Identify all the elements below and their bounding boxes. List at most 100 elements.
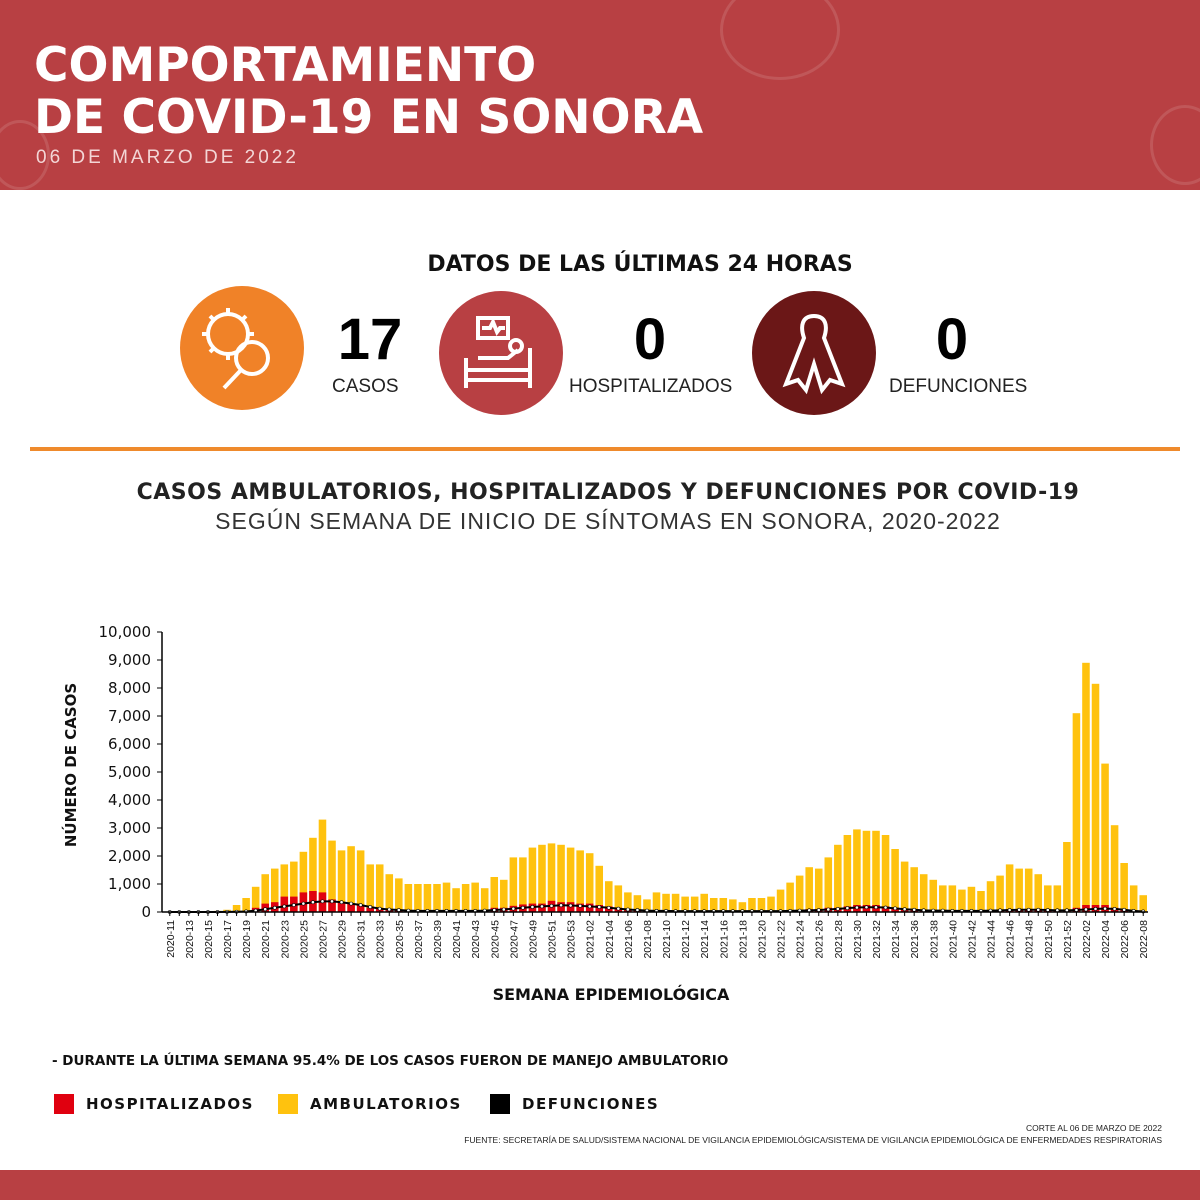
bar-ambulatorios	[900, 861, 909, 912]
y-tick-label: 7,000	[108, 707, 151, 725]
point-defunciones	[1017, 907, 1022, 912]
y-tick-label: 8,000	[108, 679, 151, 697]
x-tick-label: 2021-26	[814, 920, 826, 959]
bar-ambulatorios	[1015, 868, 1023, 912]
point-defunciones	[625, 907, 630, 912]
bar-ambulatorios	[939, 885, 947, 912]
x-tick-label: 2021-42	[966, 920, 978, 959]
divider	[30, 447, 1180, 451]
bar-ambulatorios	[375, 864, 384, 912]
bar-ambulatorios	[290, 861, 298, 912]
point-defunciones	[301, 901, 306, 906]
bar-ambulatorios	[232, 905, 241, 912]
x-tick-label: 2022-08	[1138, 920, 1150, 959]
bar-ambulatorios	[814, 868, 823, 912]
bar-ambulatorios	[919, 874, 928, 912]
bar-ambulatorios	[452, 888, 460, 912]
virus-decoration-icon	[0, 120, 50, 190]
bar-ambulatorios	[690, 896, 699, 912]
bar-ambulatorios	[767, 896, 775, 912]
bar-ambulatorios	[824, 857, 833, 912]
point-defunciones	[540, 904, 544, 909]
bar-ambulatorios	[795, 875, 804, 912]
legend-swatch	[54, 1094, 74, 1114]
bar-ambulatorios	[652, 892, 661, 912]
y-tick-label: 10,000	[99, 623, 152, 641]
x-tick-label: 2020-49	[527, 920, 539, 959]
point-defunciones	[291, 903, 296, 907]
x-tick-label: 2020-37	[413, 920, 425, 959]
bar-ambulatorios	[748, 898, 756, 912]
point-defunciones	[311, 900, 315, 905]
x-tick-label: 2020-33	[375, 920, 387, 959]
point-defunciones	[272, 905, 277, 910]
bar-ambulatorios	[557, 844, 565, 912]
point-defunciones	[578, 903, 583, 908]
virus-decoration-icon	[1150, 105, 1200, 185]
bar-ambulatorios	[299, 851, 308, 912]
x-tick-label: 2020-53	[566, 920, 578, 959]
x-tick-label: 2021-22	[776, 920, 788, 959]
x-tick-label: 2020-31	[356, 920, 368, 959]
bar-hospitalizados	[347, 903, 355, 912]
bar-ambulatorios	[595, 865, 604, 912]
bar-ambulatorios	[1110, 825, 1119, 912]
point-defunciones	[339, 900, 344, 905]
hospitalized-label: HOSPITALIZADOS	[569, 376, 733, 397]
bar-ambulatorios	[509, 857, 518, 912]
bar-ambulatorios	[700, 893, 708, 912]
x-tick-label: 2020-51	[547, 920, 559, 959]
bar-ambulatorios	[958, 889, 966, 912]
bar-ambulatorios	[500, 879, 508, 912]
bar-ambulatorios	[337, 850, 346, 912]
y-tick-label: 2,000	[108, 847, 151, 865]
x-tick-label: 2020-17	[222, 920, 234, 959]
x-tick-label: 2021-14	[699, 920, 711, 959]
point-defunciones	[1112, 907, 1117, 911]
point-defunciones	[559, 903, 563, 908]
legend-label: DEFUNCIONES	[522, 1095, 660, 1113]
y-tick-label: 5,000	[108, 763, 151, 781]
point-defunciones	[368, 905, 373, 909]
point-defunciones	[549, 903, 554, 908]
legend-defunciones: DEFUNCIONES	[490, 1094, 659, 1114]
legend-ambulatorios: AMBULATORIOS	[278, 1094, 462, 1114]
x-tick-label: 2020-27	[317, 920, 329, 959]
x-tick-label: 2021-30	[852, 920, 864, 959]
bar-ambulatorios	[490, 877, 499, 912]
x-tick-label: 2021-50	[1043, 920, 1055, 959]
bar-ambulatorios	[986, 881, 995, 912]
hospital-bed-icon	[439, 291, 563, 415]
x-tick-label: 2021-24	[795, 920, 807, 959]
point-defunciones	[1122, 907, 1127, 912]
bar-ambulatorios	[1120, 863, 1128, 912]
virus-decoration-icon	[720, 0, 840, 80]
bar-ambulatorios	[547, 843, 556, 912]
bar-ambulatorios	[1082, 662, 1090, 912]
bar-ambulatorios	[347, 846, 355, 912]
chart-subtitle: SEGÚN SEMANA DE INICIO DE SÍNTOMAS EN SO…	[215, 508, 1001, 534]
footer-band	[0, 1170, 1200, 1200]
x-tick-label: 2020-25	[298, 920, 310, 959]
x-tick-label: 2021-36	[909, 920, 921, 959]
point-defunciones	[1093, 907, 1098, 911]
cases-value: 17	[337, 307, 403, 372]
x-tick-label: 2021-12	[680, 920, 692, 959]
point-defunciones	[320, 899, 325, 904]
point-defunciones	[1026, 907, 1031, 912]
title-line-1: COMPORTAMIENTO	[34, 38, 537, 93]
deaths-label: DEFUNCIONES	[889, 376, 1028, 397]
point-defunciones	[587, 904, 592, 909]
bar-ambulatorios	[280, 864, 289, 912]
bar-ambulatorios	[404, 884, 413, 912]
x-tick-label: 2021-34	[890, 920, 902, 959]
bar-ambulatorios	[862, 830, 871, 912]
point-defunciones	[816, 908, 821, 912]
deaths-value: 0	[935, 307, 969, 372]
x-tick-label: 2020-35	[394, 920, 406, 959]
bar-ambulatorios	[891, 849, 899, 912]
bar-ambulatorios	[910, 867, 918, 912]
bar-ambulatorios	[843, 835, 852, 912]
x-tick-label: 2020-21	[260, 920, 272, 959]
x-tick-label: 2021-46	[1005, 920, 1017, 959]
